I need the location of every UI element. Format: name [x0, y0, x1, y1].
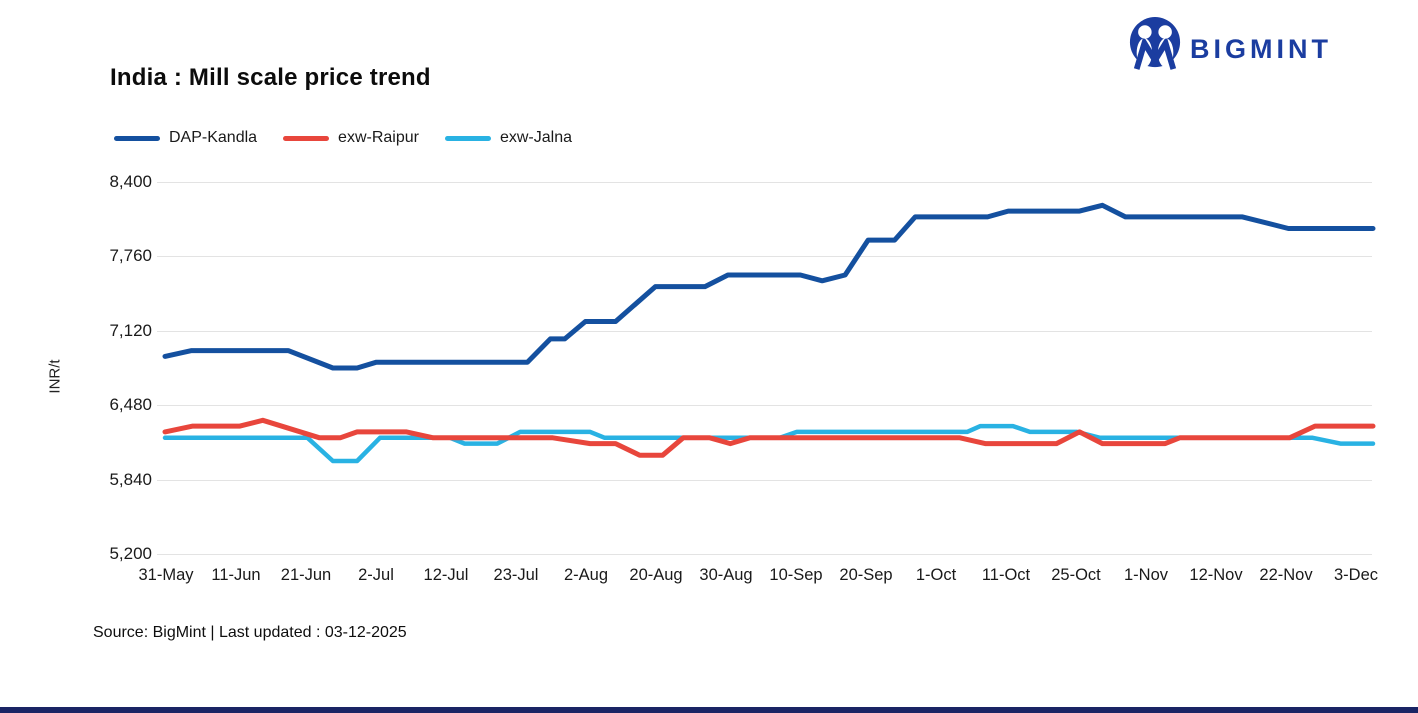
x-tick-label: 2-Jul	[358, 566, 394, 584]
legend-item-dap-kandla[interactable]: DAP-Kandla	[114, 129, 257, 147]
legend-swatch-exw-jalna	[444, 135, 491, 141]
x-tick-label: 21-Jun	[280, 566, 332, 584]
bigmint-logo-icon	[1128, 16, 1182, 79]
series-line-exw-jalna	[162, 423, 1376, 464]
legend-swatch-dap-kandla	[114, 135, 160, 141]
legend-swatch-exw-raipur	[283, 135, 330, 141]
x-tick-label: 1-Oct	[915, 566, 957, 584]
y-tick-label: 8,400	[109, 172, 152, 191]
y-tick-label: 7,760	[109, 246, 152, 266]
x-tick-label: 3-Dec	[1333, 566, 1379, 584]
y-tick-label: 5,200	[109, 544, 152, 563]
series-canvas	[162, 202, 1376, 464]
y-tick-label: 7,120	[109, 320, 152, 340]
x-tick-label: 30-Aug	[699, 566, 753, 584]
y-tick-label: 5,840	[109, 469, 152, 489]
legend-item-exw-raipur[interactable]: exw-Raipur	[283, 129, 419, 147]
bigmint-logo-text: BIGMINT	[1190, 34, 1332, 64]
gridline	[157, 479, 1372, 481]
y-axis-labels: 8,400 7,760 7,120 6,480 5,840 5,200	[0, 172, 152, 563]
series-line-exw-raipur	[162, 417, 1376, 458]
x-tick-label: 31-May	[138, 566, 194, 584]
gridline	[157, 182, 1372, 183]
gridline	[157, 330, 1372, 332]
footer-bar	[0, 707, 1418, 713]
x-tick-label: 11-Jun	[211, 566, 261, 584]
legend: DAP-Kandla exw-Raipur exw-Jalna	[114, 129, 572, 147]
legend-item-exw-jalna[interactable]: exw-Jalna	[444, 129, 572, 147]
x-tick-label: 23-Jul	[493, 566, 539, 584]
x-tick-label: 10-Sep	[769, 566, 823, 584]
gridline	[157, 405, 1372, 407]
x-axis-labels: 31-May 11-Jun 21-Jun 2-Jul 12-Jul 23-Jul 2-Aug…	[138, 566, 1378, 590]
plot-area	[157, 182, 1376, 555]
x-tick-label: 11-Oct	[981, 566, 1031, 584]
chart-title: India : Mill scale price trend	[110, 64, 431, 91]
gridline	[157, 554, 1372, 555]
x-tick-label: 20-Sep	[839, 566, 893, 584]
x-tick-label: 12-Jul	[423, 566, 469, 584]
y-tick-label: 6,480	[109, 395, 152, 415]
x-tick-label: 1-Nov	[1123, 566, 1169, 584]
x-tick-label: 12-Nov	[1189, 566, 1243, 584]
legend-label-exw-jalna: exw-Jalna	[499, 129, 572, 146]
x-tick-label: 22-Nov	[1259, 566, 1313, 584]
x-tick-label: 25-Oct	[1051, 566, 1101, 584]
bigmint-logo: BIGMINT	[1128, 16, 1332, 79]
gridline	[157, 256, 1372, 258]
legend-label-exw-raipur: exw-Raipur	[338, 129, 419, 146]
series-line-dap-kandla	[162, 202, 1376, 371]
x-tick-label: 20-Aug	[629, 566, 683, 584]
legend-label-dap-kandla: DAP-Kandla	[169, 129, 258, 146]
source-line: Source: BigMint | Last updated : 03-12-2…	[93, 624, 407, 641]
x-tick-label: 2-Aug	[563, 566, 609, 584]
